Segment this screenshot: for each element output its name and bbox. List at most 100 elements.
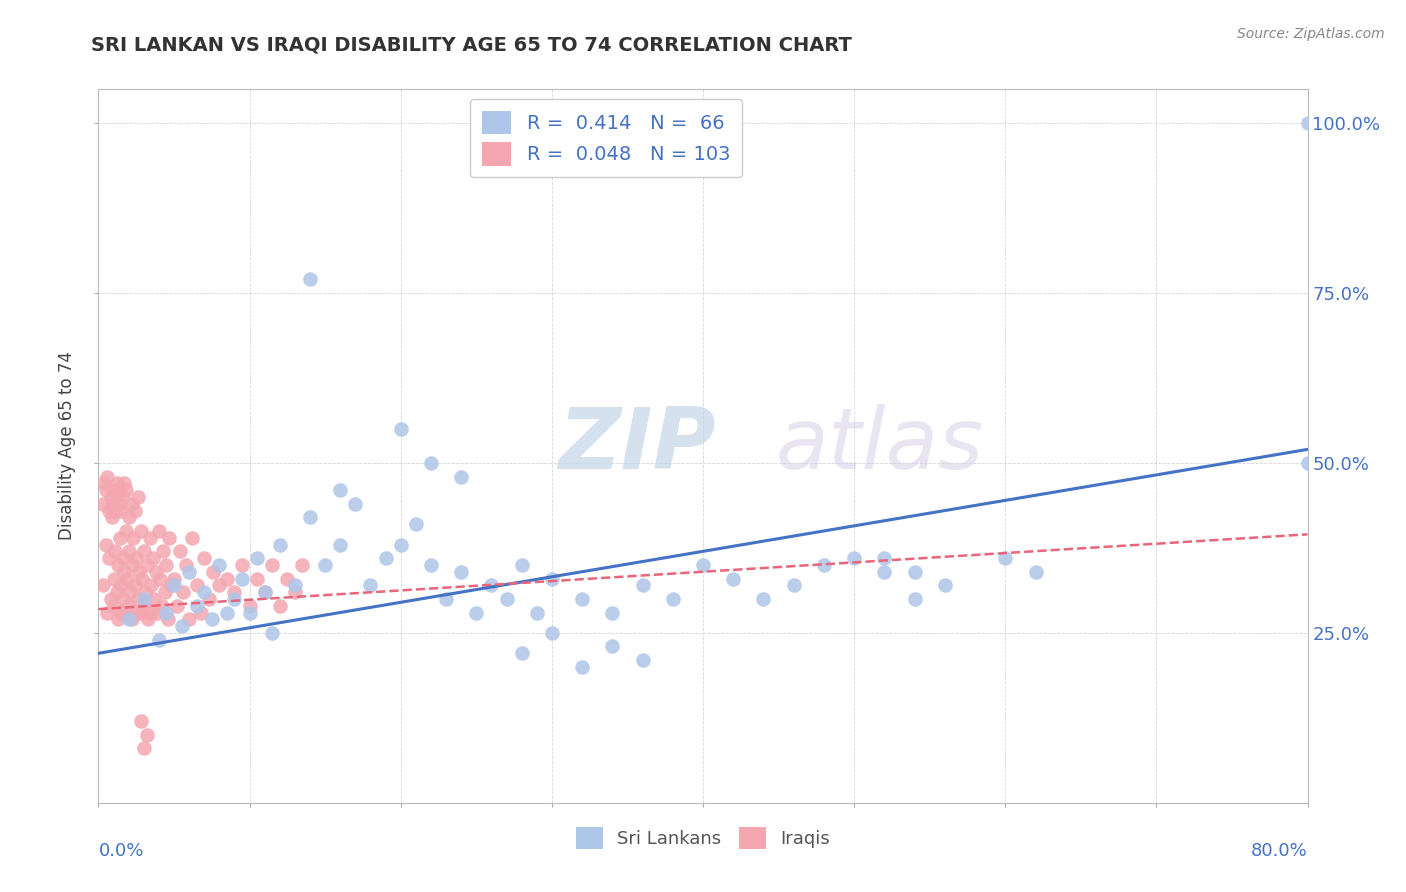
Point	[208, 578, 231, 592]
Point	[156, 612, 179, 626]
Point	[284, 578, 307, 592]
Point	[904, 565, 927, 579]
Point	[329, 483, 352, 498]
Point	[124, 503, 146, 517]
Point	[844, 551, 866, 566]
Point	[148, 524, 170, 538]
Point	[934, 578, 956, 592]
Point	[101, 510, 124, 524]
Point	[495, 591, 517, 606]
Point	[540, 626, 562, 640]
Legend: Sri Lankans, Iraqis: Sri Lankans, Iraqis	[567, 818, 839, 858]
Point	[131, 572, 153, 586]
Point	[169, 544, 191, 558]
Point	[132, 599, 155, 613]
Point	[93, 476, 115, 491]
Point	[224, 591, 246, 606]
Point	[450, 469, 472, 483]
Point	[110, 578, 132, 592]
Point	[215, 606, 238, 620]
Point	[132, 544, 155, 558]
Point	[143, 591, 166, 606]
Point	[208, 558, 231, 572]
Point	[136, 612, 159, 626]
Point	[181, 531, 204, 545]
Point	[118, 510, 141, 524]
Point	[389, 537, 412, 551]
Point	[155, 558, 177, 572]
Point	[118, 544, 141, 558]
Point	[153, 585, 176, 599]
Point	[1024, 565, 1046, 579]
Point	[114, 524, 136, 538]
Point	[314, 558, 336, 572]
Text: 80.0%: 80.0%	[1251, 842, 1308, 860]
Point	[142, 551, 165, 566]
Point	[389, 422, 412, 436]
Point	[94, 483, 117, 498]
Point	[602, 606, 624, 620]
Point	[465, 606, 488, 620]
Point	[129, 606, 152, 620]
Point	[291, 558, 314, 572]
Point	[239, 606, 262, 620]
Point	[110, 606, 132, 620]
Point	[163, 572, 186, 586]
Point	[420, 456, 443, 470]
Point	[174, 558, 197, 572]
Point	[94, 537, 117, 551]
Point	[329, 537, 352, 551]
Point	[110, 503, 132, 517]
Point	[115, 572, 138, 586]
Point	[631, 578, 654, 592]
Point	[269, 537, 291, 551]
Point	[723, 572, 745, 586]
Point	[172, 585, 194, 599]
Point	[132, 591, 155, 606]
Point	[91, 497, 114, 511]
Point	[149, 572, 172, 586]
Point	[135, 558, 157, 572]
Text: 0.0%: 0.0%	[98, 842, 143, 860]
Point	[129, 524, 152, 538]
Point	[107, 483, 129, 498]
Point	[159, 531, 181, 545]
Point	[148, 632, 170, 647]
Point	[692, 558, 714, 572]
Point	[269, 599, 291, 613]
Point	[186, 578, 208, 592]
Point	[103, 483, 125, 498]
Point	[111, 551, 134, 566]
Point	[129, 714, 152, 729]
Point	[239, 599, 262, 613]
Point	[135, 728, 157, 742]
Point	[127, 591, 149, 606]
Point	[127, 490, 149, 504]
Point	[253, 585, 276, 599]
Point	[160, 578, 183, 592]
Point	[105, 585, 128, 599]
Point	[299, 510, 322, 524]
Point	[105, 476, 128, 491]
Point	[155, 606, 177, 620]
Point	[253, 585, 276, 599]
Point	[141, 606, 163, 620]
Point	[602, 640, 624, 654]
Point	[101, 497, 124, 511]
Point	[128, 565, 150, 579]
Point	[661, 591, 683, 606]
Point	[994, 551, 1017, 566]
Point	[170, 619, 193, 633]
Point	[813, 558, 835, 572]
Text: ZIP: ZIP	[558, 404, 716, 488]
Point	[96, 606, 118, 620]
Point	[231, 572, 253, 586]
Point	[526, 606, 548, 620]
Point	[145, 565, 167, 579]
Point	[139, 531, 162, 545]
Point	[481, 578, 503, 592]
Y-axis label: Disability Age 65 to 74: Disability Age 65 to 74	[58, 351, 76, 541]
Point	[179, 565, 201, 579]
Point	[111, 490, 134, 504]
Point	[571, 660, 593, 674]
